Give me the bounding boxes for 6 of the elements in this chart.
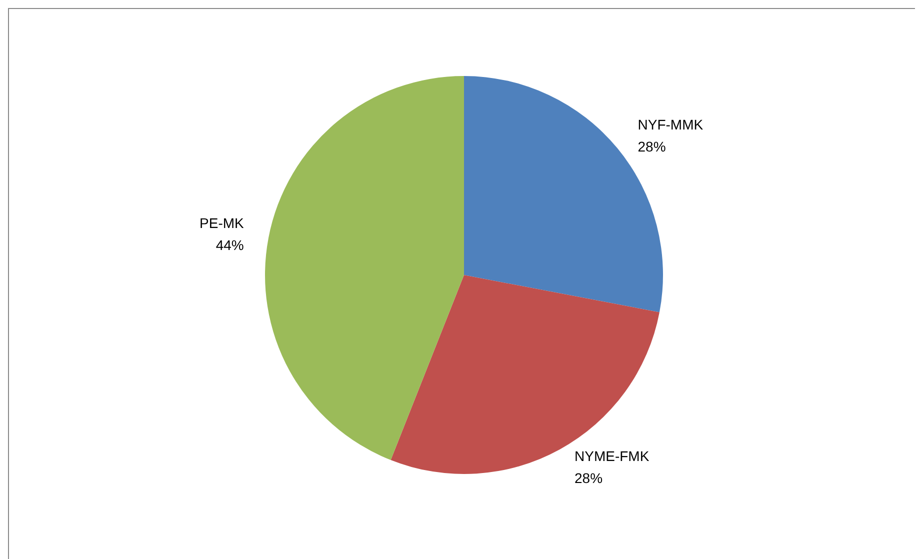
data-label: 28% — [638, 138, 666, 154]
data-label: 44% — [216, 236, 244, 253]
slice-label: PE-MK — [200, 214, 245, 231]
slice-label: NYF-MMK — [638, 116, 704, 132]
data-label: 28% — [574, 470, 603, 486]
slice-label: NYME-FMK — [574, 448, 650, 464]
